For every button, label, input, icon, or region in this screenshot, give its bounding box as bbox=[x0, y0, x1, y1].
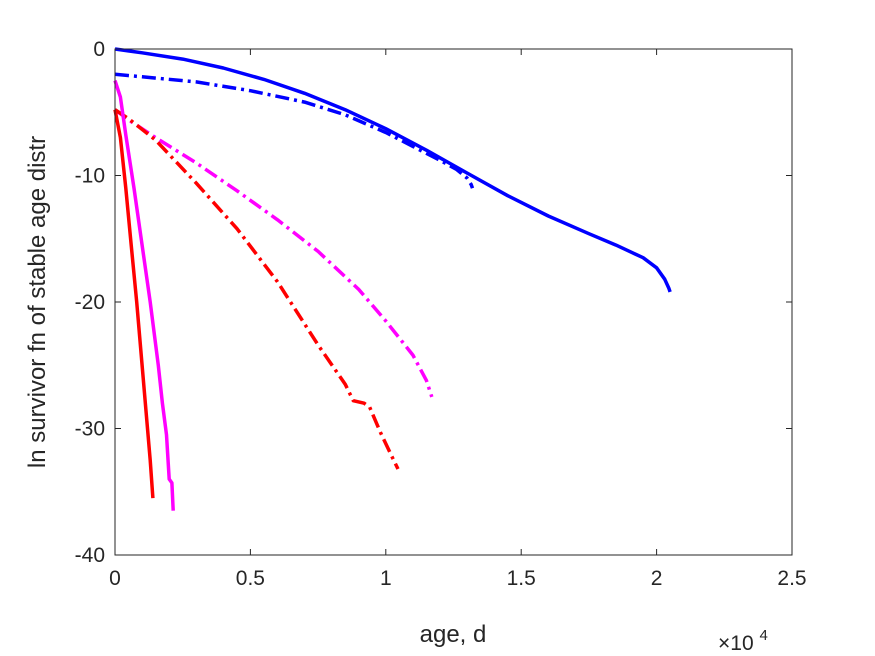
series-line-3 bbox=[113, 108, 434, 398]
x-tick-label: 1 bbox=[380, 567, 392, 590]
series-line-6 bbox=[113, 109, 155, 499]
y-tick-label: -40 bbox=[75, 544, 105, 567]
y-axis-label: ln survivor fn of stable age distr bbox=[24, 136, 51, 468]
y-axis: 0 -10 -20 -30 -40 bbox=[75, 38, 792, 567]
x-tick-label: 2.5 bbox=[777, 567, 806, 590]
x-tick-label: 1.5 bbox=[507, 567, 536, 590]
y-tick-label: -20 bbox=[75, 291, 105, 314]
x-exponent-power: 4 bbox=[759, 627, 767, 644]
x-exponent-label: ×10 4 bbox=[718, 627, 768, 655]
y-tick-label: -30 bbox=[75, 418, 105, 441]
x-tick-label: 0 bbox=[109, 567, 121, 590]
series-layer bbox=[113, 47, 672, 511]
y-tick-label: -10 bbox=[75, 165, 105, 188]
series-line-5 bbox=[113, 80, 175, 511]
series-line-4 bbox=[114, 108, 400, 470]
x-tick-label: 0.5 bbox=[236, 567, 265, 590]
series-line-1 bbox=[114, 47, 672, 293]
y-tick-label: 0 bbox=[93, 38, 105, 61]
series-line-2 bbox=[114, 72, 475, 189]
x-tick-label: 2 bbox=[651, 567, 663, 590]
x-exponent-base: ×10 bbox=[718, 632, 754, 655]
x-axis: 0 0.5 1 1.5 2 2.5 bbox=[109, 49, 807, 590]
x-axis-label: age, d bbox=[420, 621, 487, 648]
plot-area bbox=[115, 49, 792, 555]
